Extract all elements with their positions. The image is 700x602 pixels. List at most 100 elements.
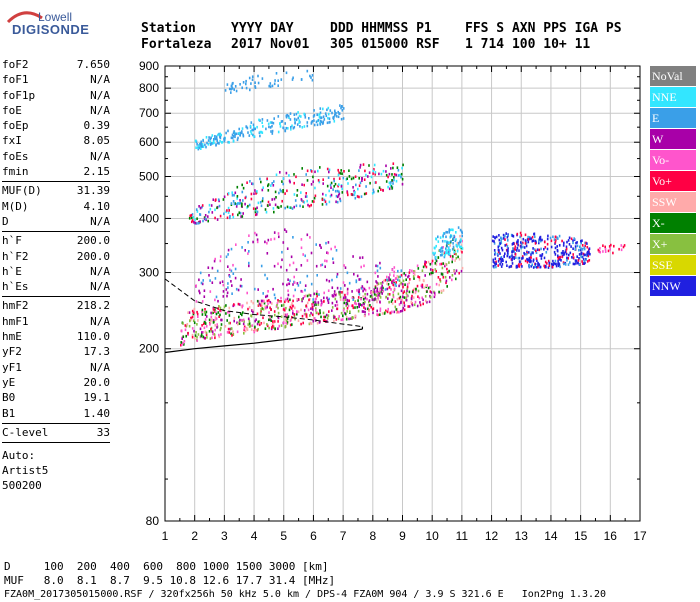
echo-point <box>377 298 379 301</box>
echo-point <box>421 296 423 300</box>
echo-point <box>368 164 370 167</box>
echo-point <box>221 280 224 283</box>
echo-point <box>240 304 243 308</box>
echo-point <box>523 246 526 249</box>
echo-point <box>359 166 361 169</box>
echo-point <box>331 286 334 289</box>
echo-point <box>531 263 533 266</box>
echo-point <box>304 195 307 198</box>
echo-point <box>451 257 454 261</box>
echo-point <box>328 170 330 174</box>
echo-point <box>572 241 574 245</box>
echo-point <box>453 234 455 238</box>
echo-point <box>319 111 322 115</box>
echo-point <box>341 172 343 175</box>
echo-point <box>402 279 405 283</box>
echo-point <box>354 301 356 305</box>
echo-point <box>304 288 306 292</box>
echo-point <box>399 275 402 279</box>
echo-point <box>256 299 259 303</box>
echo-point <box>294 199 297 202</box>
echo-point <box>231 133 234 137</box>
echo-point <box>455 256 458 260</box>
echo-point <box>266 241 268 245</box>
echo-point <box>238 320 241 323</box>
echo-point <box>422 302 424 306</box>
x-tick-label: 5 <box>280 529 287 543</box>
echo-point <box>527 240 530 244</box>
param-label: foF2 <box>2 58 29 71</box>
param-value: N/A <box>90 88 110 102</box>
echo-point <box>438 283 440 287</box>
echo-point <box>357 309 360 313</box>
echo-point <box>404 283 406 286</box>
echo-point <box>537 262 539 266</box>
echo-point <box>234 276 237 280</box>
echo-point <box>222 283 225 287</box>
param-row-b0: B0 19.1 <box>2 390 110 405</box>
echo-point <box>442 289 445 292</box>
echo-point <box>191 333 194 337</box>
echo-point <box>404 273 407 277</box>
echo-point <box>437 235 439 239</box>
echo-point <box>229 216 231 220</box>
echo-point <box>430 291 433 294</box>
echo-point <box>532 247 534 250</box>
echo-point <box>316 113 318 116</box>
echo-point <box>262 197 264 200</box>
echo-point <box>256 322 259 326</box>
echo-point <box>260 299 263 303</box>
echo-point <box>212 321 215 324</box>
param-value: N/A <box>90 314 110 328</box>
echo-point <box>218 305 220 308</box>
echo-point <box>277 115 280 118</box>
echo-point <box>239 131 241 135</box>
echo-point <box>372 172 374 175</box>
echo-point <box>554 242 556 245</box>
echo-point <box>214 324 216 327</box>
echo-point <box>242 212 244 215</box>
echo-point <box>433 295 436 299</box>
echo-point <box>395 308 398 311</box>
echo-point <box>250 328 253 331</box>
echo-point <box>288 282 291 286</box>
echo-point <box>253 125 255 129</box>
echo-point <box>452 242 454 245</box>
param-row-fxi: fxI 8.05 <box>2 133 110 148</box>
echo-point <box>346 191 349 195</box>
echo-point <box>512 241 515 245</box>
echo-point <box>553 238 556 241</box>
echo-point <box>286 113 288 117</box>
echo-point <box>309 236 311 239</box>
echo-point <box>210 329 213 333</box>
echo-point <box>271 326 273 329</box>
echo-point <box>302 200 305 203</box>
echo-point <box>306 199 308 203</box>
legend-item-nnw: NNW <box>650 276 696 297</box>
echo-point <box>376 313 378 316</box>
echo-point <box>390 300 393 303</box>
echo-point <box>291 207 294 210</box>
echo-point <box>575 241 577 245</box>
echo-point <box>276 205 279 209</box>
echo-point <box>216 323 218 326</box>
logo-product: DIGISONDE <box>12 22 90 37</box>
echo-point <box>314 186 316 190</box>
x-tick-label: 11 <box>456 529 469 543</box>
echo-point <box>360 303 363 307</box>
echo-point <box>382 289 385 293</box>
echo-point <box>427 286 430 290</box>
echo-point <box>347 182 349 185</box>
echo-point <box>337 317 340 321</box>
echo-point <box>230 136 233 140</box>
echo-point <box>259 302 261 306</box>
echo-point <box>391 179 393 182</box>
echo-point <box>558 244 561 247</box>
echo-point <box>501 237 503 240</box>
echo-point <box>232 333 234 336</box>
echo-point <box>439 278 441 281</box>
echo-point <box>201 313 204 316</box>
echo-point <box>323 198 326 202</box>
echo-point <box>311 200 314 203</box>
echo-point <box>268 299 270 302</box>
